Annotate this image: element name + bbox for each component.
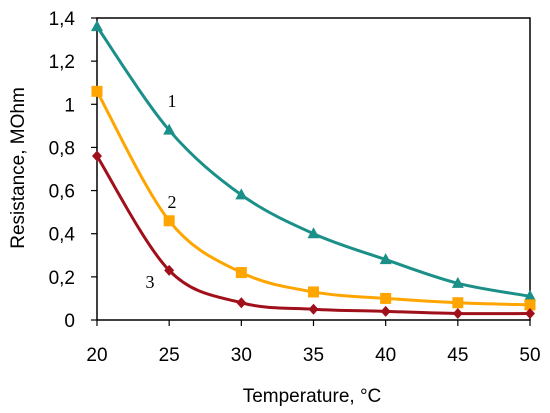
data-point <box>307 227 320 239</box>
data-point <box>525 308 535 320</box>
curve-label-1: 1 <box>168 91 177 111</box>
x-axis-title: Temperature, °C <box>243 386 382 407</box>
curve-label-3: 3 <box>146 272 155 292</box>
y-tick-label: 1,4 <box>49 9 76 30</box>
series-1 <box>91 20 536 301</box>
y-ticks: 0 0,2 0,4 0,6 0,8 1 1,2 1,4 <box>49 9 97 332</box>
data-point <box>91 20 103 32</box>
series-line <box>95 25 531 298</box>
data-point <box>163 215 175 227</box>
x-tick-label: 25 <box>159 345 180 366</box>
data-point <box>235 188 248 200</box>
x-tick-label: 45 <box>447 345 468 366</box>
x-tick-label: 20 <box>86 345 107 366</box>
data-point <box>308 303 319 315</box>
data-point <box>380 292 392 304</box>
x-tick-label: 30 <box>231 345 252 366</box>
series-group <box>91 20 536 320</box>
y-tick-label: 1,2 <box>49 52 75 73</box>
data-point <box>451 276 464 288</box>
x-ticks: 20 25 30 35 40 45 50 <box>86 320 541 366</box>
y-tick-label: 0,6 <box>49 182 75 203</box>
data-point <box>452 297 464 309</box>
data-point <box>164 264 175 276</box>
curve-labels: 1 2 3 <box>146 91 177 292</box>
data-point <box>524 289 536 301</box>
y-tick-label: 0,4 <box>49 225 76 246</box>
data-point <box>235 267 247 279</box>
plot-frame <box>96 17 531 321</box>
data-point <box>163 123 176 135</box>
data-point <box>236 297 247 309</box>
axes <box>96 17 531 321</box>
y-tick-label: 1 <box>64 95 75 116</box>
data-point <box>91 85 103 97</box>
series-2 <box>91 85 536 311</box>
data-point <box>379 253 392 265</box>
data-point <box>380 305 391 317</box>
y-tick-label: 0 <box>64 311 75 332</box>
x-tick-label: 40 <box>375 345 396 366</box>
data-point <box>92 150 102 162</box>
y-tick-label: 0,8 <box>49 138 75 159</box>
curve-label-2: 2 <box>168 192 177 212</box>
x-tick-label: 35 <box>303 345 324 366</box>
y-axis-title: Resistance, MOhm <box>8 87 29 249</box>
data-point <box>308 286 319 298</box>
series-3 <box>92 150 535 320</box>
data-point <box>452 308 463 320</box>
y-tick-label: 0,2 <box>49 268 75 289</box>
x-tick-label: 50 <box>519 345 540 366</box>
data-point <box>524 299 536 311</box>
